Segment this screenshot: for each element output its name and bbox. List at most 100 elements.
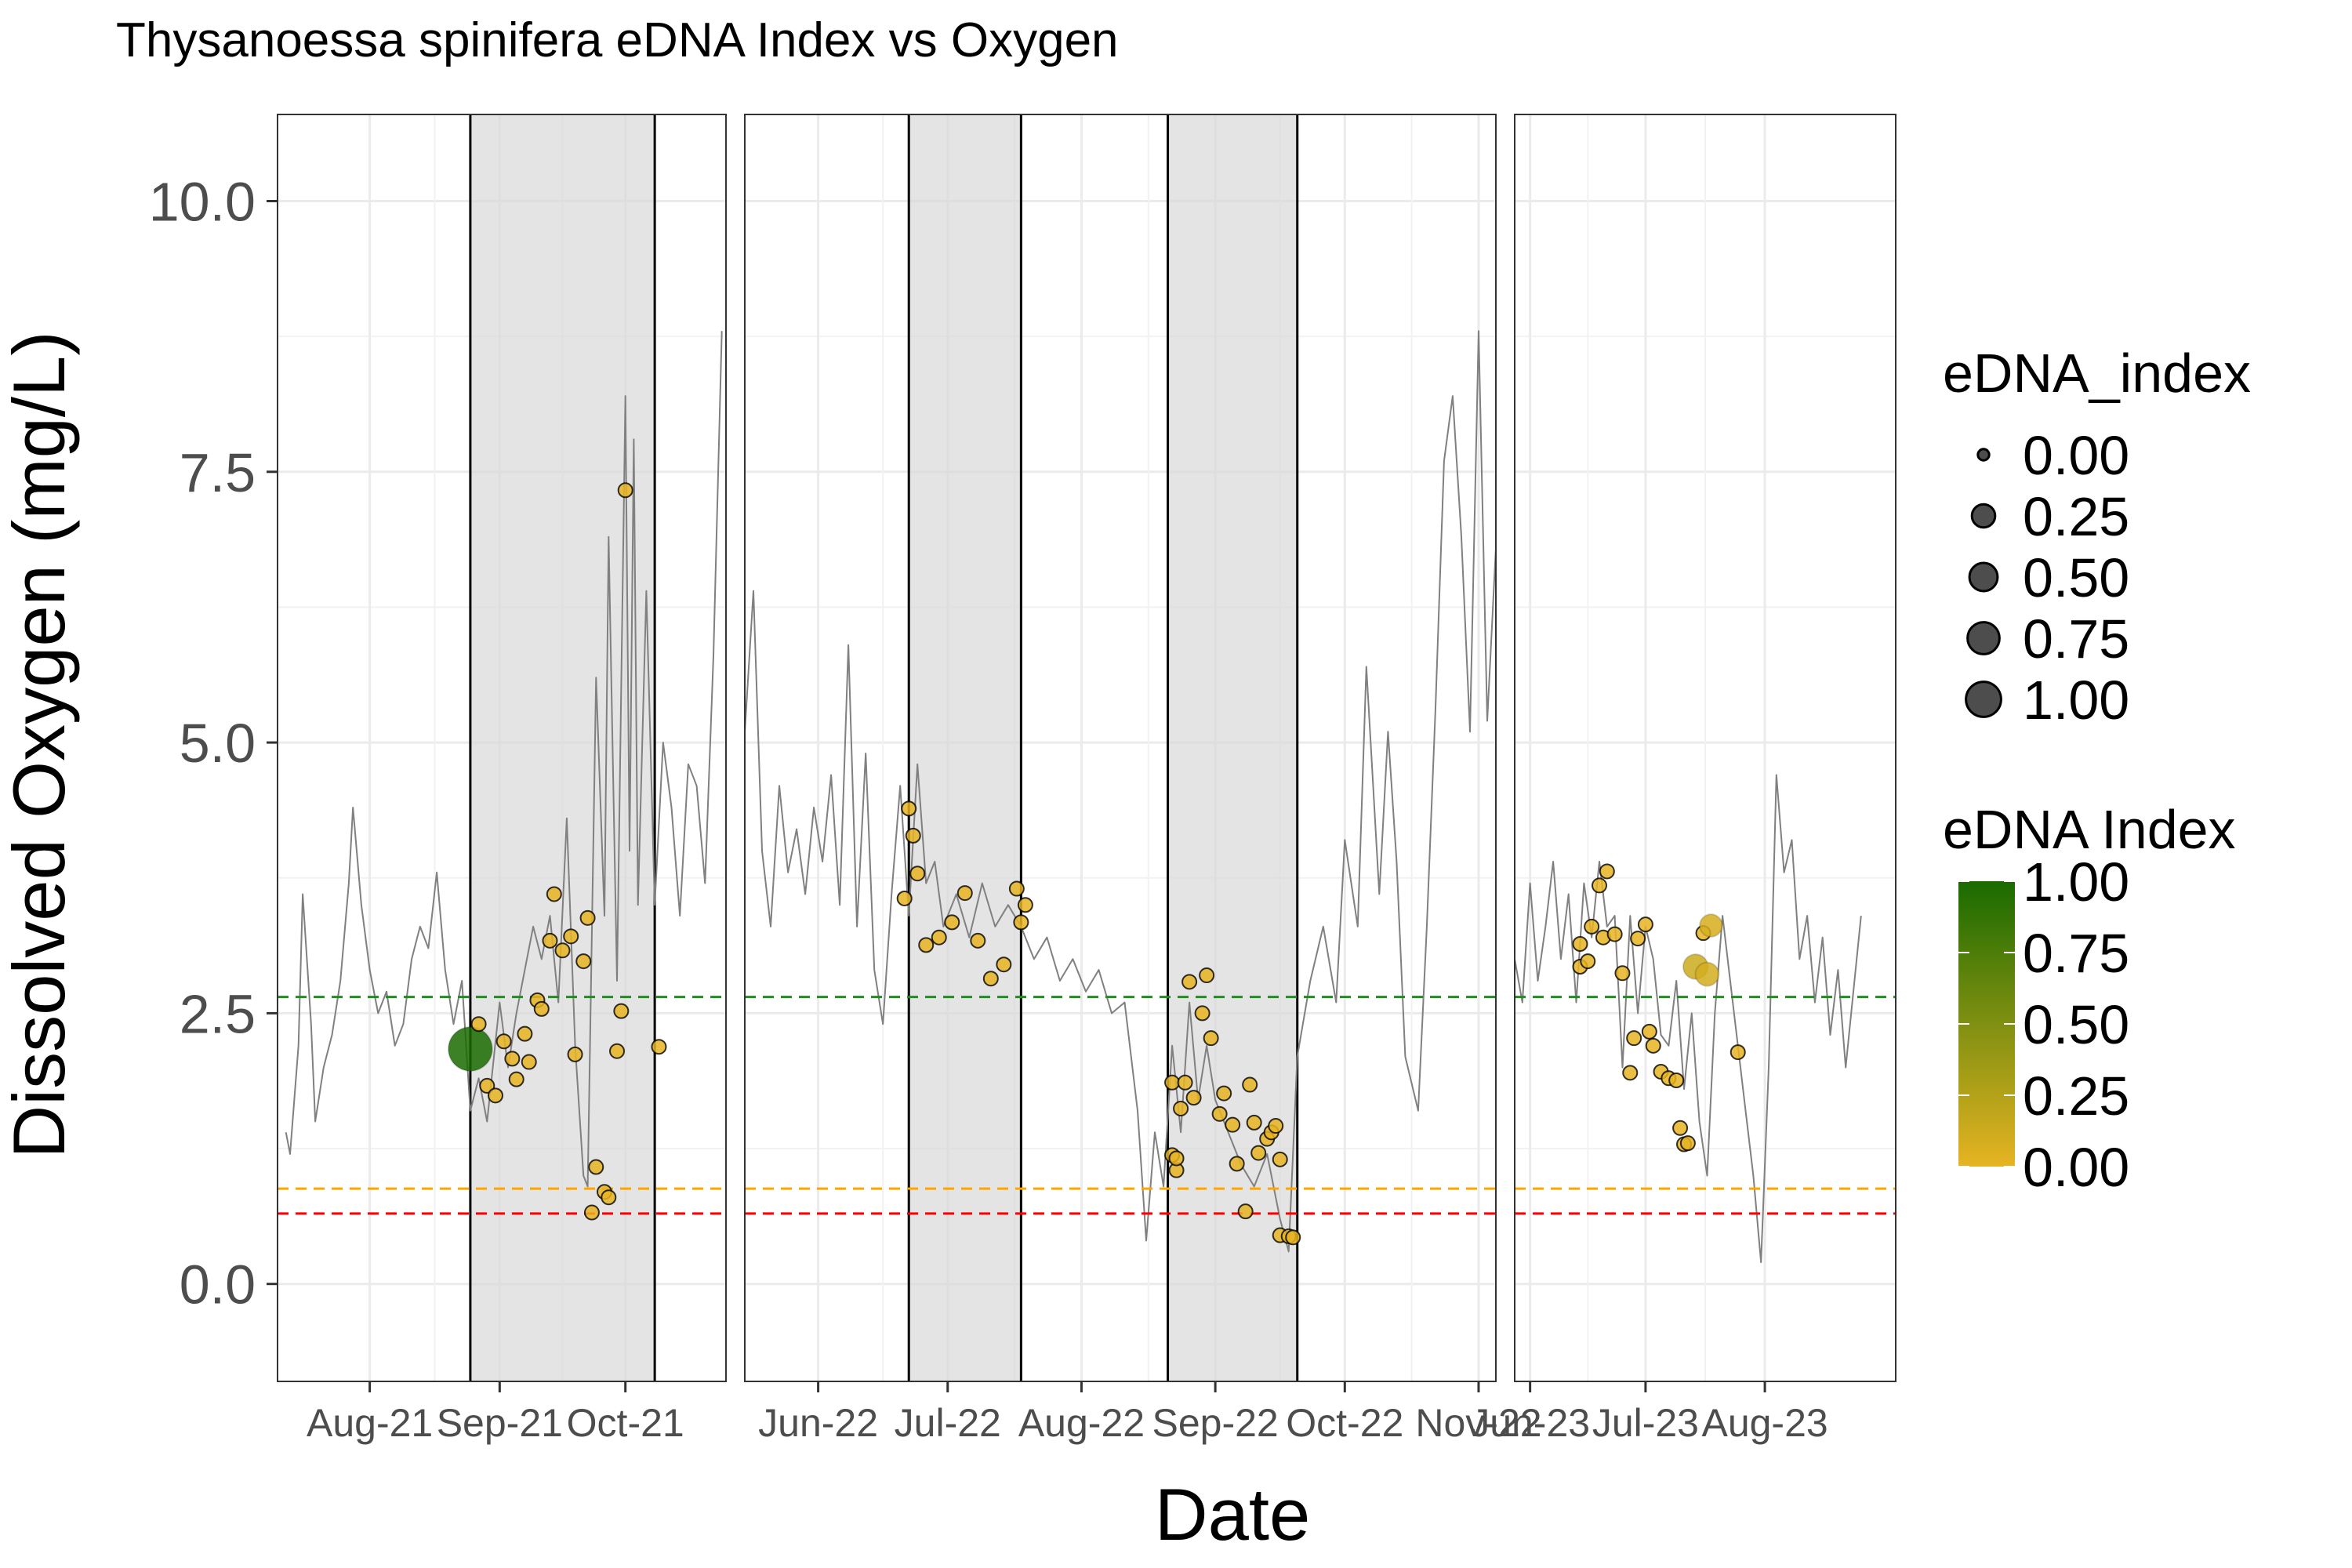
data-point [1246,1114,1262,1131]
data-point [970,932,986,949]
size-legend-label: 0.25 [2023,486,2129,547]
size-legend-key [1968,561,1999,593]
data-point [1272,1151,1288,1167]
x-tick-label: Nov-22 [1415,1401,1541,1445]
data-point [1168,1150,1185,1167]
panel-content [745,114,1496,1381]
data-point [1694,961,1720,987]
shaded-period [909,114,1022,1381]
size-legend-label: 0.00 [2023,425,2129,486]
data-point [1572,935,1588,952]
data-point [487,1087,503,1104]
data-point [1194,1005,1210,1022]
colorbar-label: 0.00 [2023,1137,2129,1198]
data-point [575,953,592,970]
size-legend: 0.000.250.500.751.00 [1965,425,2129,731]
y-tick-label: 5.0 [180,713,256,774]
panel-1: Aug-21 Sep-21 Oct-21 [277,114,727,1445]
x-tick-label: Jul-23 [1592,1401,1699,1445]
shaded-period [1167,114,1298,1381]
data-point [944,914,960,931]
data-point [1250,1145,1267,1161]
data-point [1626,1030,1642,1047]
x-tick-label: Aug-22 [1018,1401,1145,1445]
legend: eDNA_index 0.000.250.500.751.00 eDNA Ind… [1943,343,2251,1198]
y-tick-label: 0.0 [180,1254,256,1316]
data-point [1698,913,1723,938]
data-point [1599,863,1615,880]
x-tick-label: Jun-23 [1470,1401,1590,1445]
data-point [996,956,1012,973]
data-point [447,1025,493,1072]
data-point [1173,1100,1189,1116]
data-point [495,1033,512,1050]
panel-3: Jun-23 Jul-23 Aug-23 [1470,114,1896,1445]
colorbar-label: 1.00 [2023,851,2129,913]
data-point [1229,1156,1245,1172]
chart-title: Thysanoessa spinifera eDNA Index vs Oxyg… [116,13,1119,67]
size-legend-key [1965,681,2002,718]
data-point [1285,1229,1301,1246]
size-legend-key [1966,621,2001,655]
data-point [1592,877,1607,894]
data-point [1242,1076,1258,1093]
data-point [931,929,947,946]
data-point [896,890,913,906]
data-point [609,1043,626,1059]
data-point [521,1054,537,1070]
data-point [1730,1044,1746,1061]
data-point [1606,926,1623,942]
panel-2: Jun-22 Jul-22 Aug-22 Sep-22 Oct-22 Nov-22 [744,114,1542,1445]
x-tick-label: Aug-21 [307,1401,433,1445]
data-point [905,827,921,844]
data-point [583,1204,600,1221]
data-point [601,1189,617,1206]
data-point [1225,1116,1241,1133]
data-point [1237,1203,1254,1220]
size-legend-label: 0.50 [2023,547,2129,608]
data-point [1164,1074,1181,1091]
x-tick-label: Aug-23 [1701,1401,1828,1445]
data-point [1203,1030,1219,1047]
colorbar-label: 0.25 [2023,1065,2129,1127]
data-point [1268,1118,1284,1134]
panel-content [1515,774,1896,1264]
data-point [956,885,973,902]
data-point [517,1025,533,1042]
panel-border [1514,114,1896,1382]
data-point [1641,1023,1657,1040]
data-point [1672,1120,1689,1136]
data-point [1630,931,1646,947]
data-point [504,1051,521,1067]
color-legend: 1.00 0.75 0.50 0.25 0.00 [1958,851,2129,1198]
data-point [1017,897,1033,913]
data-point [982,971,999,987]
data-point [909,866,926,882]
y-tick-label: 10.0 [149,171,256,232]
x-tick-label: Sep-21 [437,1401,563,1445]
data-point [588,1159,604,1175]
data-point [1622,1065,1639,1081]
panel-content [278,114,726,1381]
data-point [1679,1135,1696,1152]
data-point [1177,1074,1193,1091]
data-point [617,482,633,499]
data-point [1181,974,1198,990]
oxygen-series-line [745,330,1496,1253]
colorbar-label: 0.50 [2023,994,2129,1055]
data-point [479,1077,495,1094]
panel-background [745,114,1496,1381]
panel-border [277,114,727,1382]
x-tick-label: Sep-22 [1152,1401,1279,1445]
data-point [1668,1073,1685,1089]
x-axis-title: Date [1155,1473,1311,1555]
oxygen-series-line [285,331,723,1188]
size-legend-title: eDNA_index [1943,343,2251,404]
data-point [651,1039,667,1055]
shaded-period [470,114,655,1381]
data-point [1211,1105,1228,1122]
data-point [1013,914,1029,931]
data-point [563,928,579,945]
y-axis: 0.0 2.5 5.0 7.5 10.0 [149,171,278,1316]
